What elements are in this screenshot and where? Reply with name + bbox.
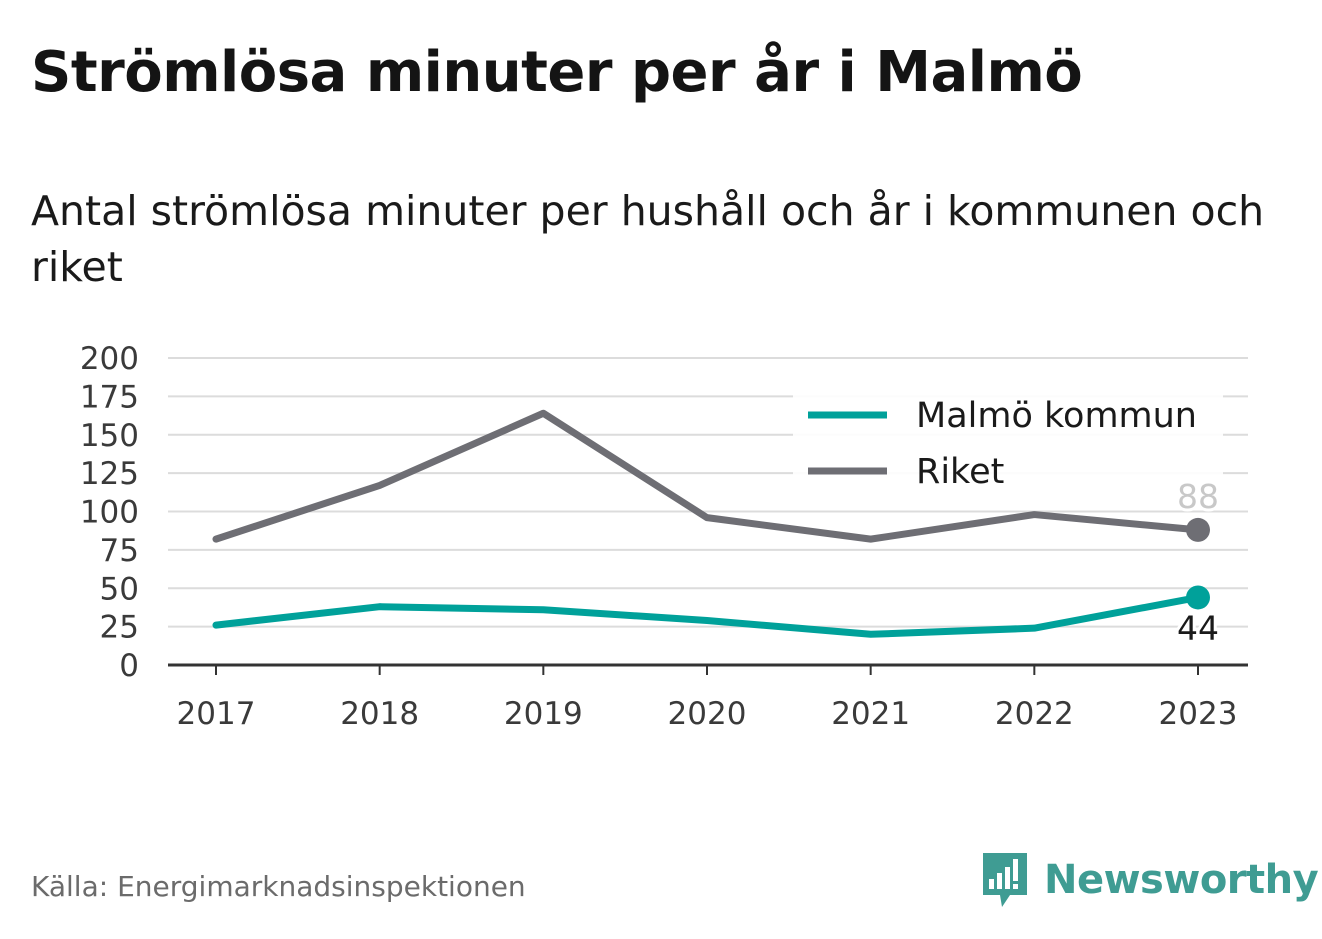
x-tick-label-2023: 2023 xyxy=(1159,696,1238,732)
brand-name: Newsworthy xyxy=(1044,857,1319,903)
legend-label-0: Malmö kommun xyxy=(916,396,1197,436)
chart-title: Strömlösa minuter per år i Malmö xyxy=(31,40,1083,105)
brand-logo: Newsworthy xyxy=(980,850,1319,910)
y-tick-label-150: 150 xyxy=(80,418,139,454)
y-tick-label-50: 50 xyxy=(100,571,139,607)
series-lines xyxy=(212,409,1210,638)
y-tick-label-200: 200 xyxy=(80,341,139,377)
x-tick-label-2020: 2020 xyxy=(668,696,747,732)
y-tick-label-100: 100 xyxy=(80,495,139,531)
series-line-1 xyxy=(212,409,1202,543)
legend-label-1: Riket xyxy=(916,452,1004,492)
legend: Malmö kommun Riket xyxy=(793,383,1223,501)
chart-subtitle: Antal strömlösa minuter per hushåll och … xyxy=(31,187,1265,291)
newsworthy-logo-icon xyxy=(983,853,1027,907)
series-end-marker-1 xyxy=(1186,517,1210,542)
series-line-0 xyxy=(212,593,1202,638)
y-tick-label-25: 25 xyxy=(100,610,139,646)
y-tick-label-75: 75 xyxy=(100,533,139,569)
x-tick-label-2018: 2018 xyxy=(340,696,419,732)
y-tick-label-125: 125 xyxy=(80,456,139,492)
end-labels: 44 88 xyxy=(1174,474,1222,651)
legend-background xyxy=(793,383,1223,501)
series-end-marker-0 xyxy=(1186,585,1210,610)
source-note: Källa: Energimarknadsinspektionen xyxy=(31,870,526,903)
x-tick-label-2021: 2021 xyxy=(831,696,910,732)
end-value-label-0: 44 xyxy=(1177,608,1219,647)
x-tick-label-2022: 2022 xyxy=(995,696,1074,732)
y-tick-label-0: 0 xyxy=(119,648,139,684)
x-tick-label-2017: 2017 xyxy=(177,696,256,732)
y-tick-label-175: 175 xyxy=(80,379,139,415)
x-tick-label-2019: 2019 xyxy=(504,696,583,732)
end-value-label-1: 88 xyxy=(1177,477,1219,516)
